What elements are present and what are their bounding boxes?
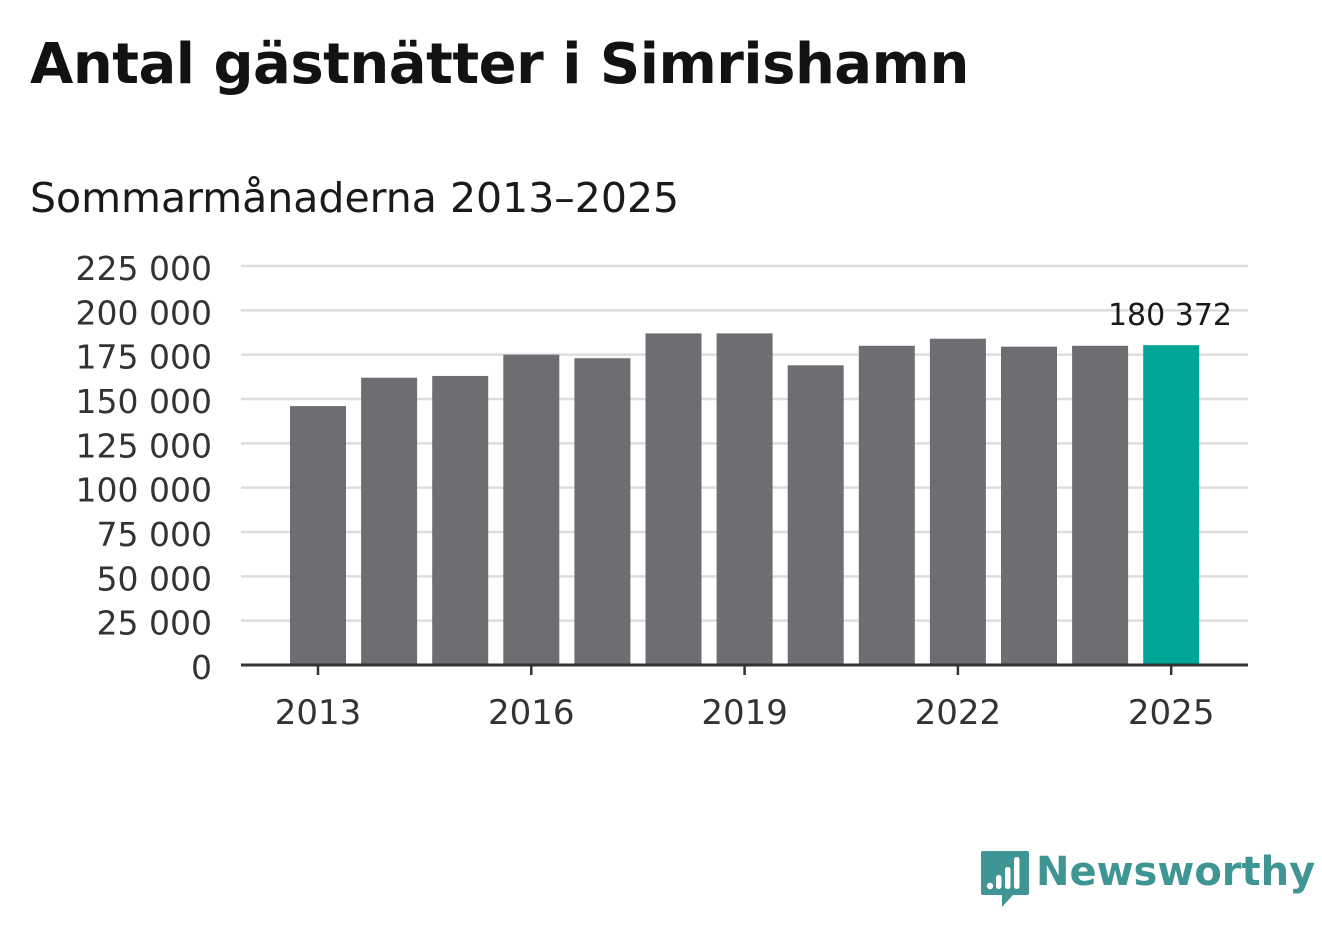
bar-chart-speech-bubble-icon	[981, 851, 1029, 907]
bar	[716, 333, 773, 665]
newsworthy-logo: Newsworthy	[980, 849, 1315, 911]
x-tick-label: 2025	[1128, 693, 1215, 733]
x-tick-label: 2016	[488, 693, 575, 733]
highlight-value-label: 180 372	[1108, 298, 1232, 333]
y-tick-label: 0	[191, 648, 212, 687]
y-tick-label: 150 000	[76, 382, 212, 421]
y-tick-label: 225 000	[76, 249, 212, 288]
bar	[858, 345, 915, 665]
bar	[503, 354, 560, 665]
x-tick-label: 2019	[701, 693, 788, 733]
y-tick-label: 100 000	[76, 471, 212, 510]
chart-title: Antal gästnätter i Simrishamn	[30, 32, 969, 97]
chart-subtitle: Sommarmånaderna 2013–2025	[30, 174, 680, 222]
bar	[290, 406, 346, 665]
bar	[1001, 346, 1057, 665]
bar	[787, 365, 844, 665]
brand-name: Newsworthy	[1036, 849, 1316, 895]
bar	[929, 338, 986, 665]
x-tick-label: 2022	[915, 693, 1002, 733]
y-tick-label: 25 000	[97, 604, 212, 643]
y-tick-label: 125 000	[76, 426, 212, 465]
bar	[432, 375, 489, 665]
bar	[645, 333, 702, 665]
y-tick-label: 50 000	[97, 559, 212, 598]
bar	[574, 358, 631, 665]
bar	[1072, 345, 1129, 665]
x-tick-label: 2013	[275, 693, 362, 733]
y-tick-label: 75 000	[97, 515, 212, 554]
y-tick-label: 175 000	[76, 338, 212, 377]
y-tick-label: 200 000	[76, 293, 212, 332]
bar	[361, 377, 418, 665]
bar-highlight	[1143, 345, 1200, 665]
